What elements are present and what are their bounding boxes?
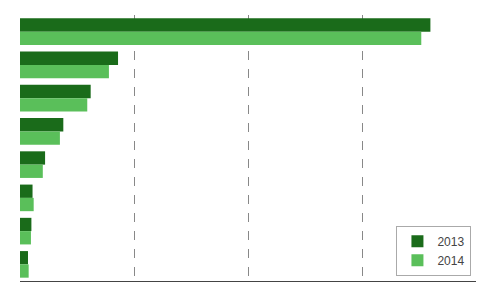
svg-text:2013: 2013: [437, 235, 464, 249]
svg-text:2014: 2014: [437, 254, 464, 268]
